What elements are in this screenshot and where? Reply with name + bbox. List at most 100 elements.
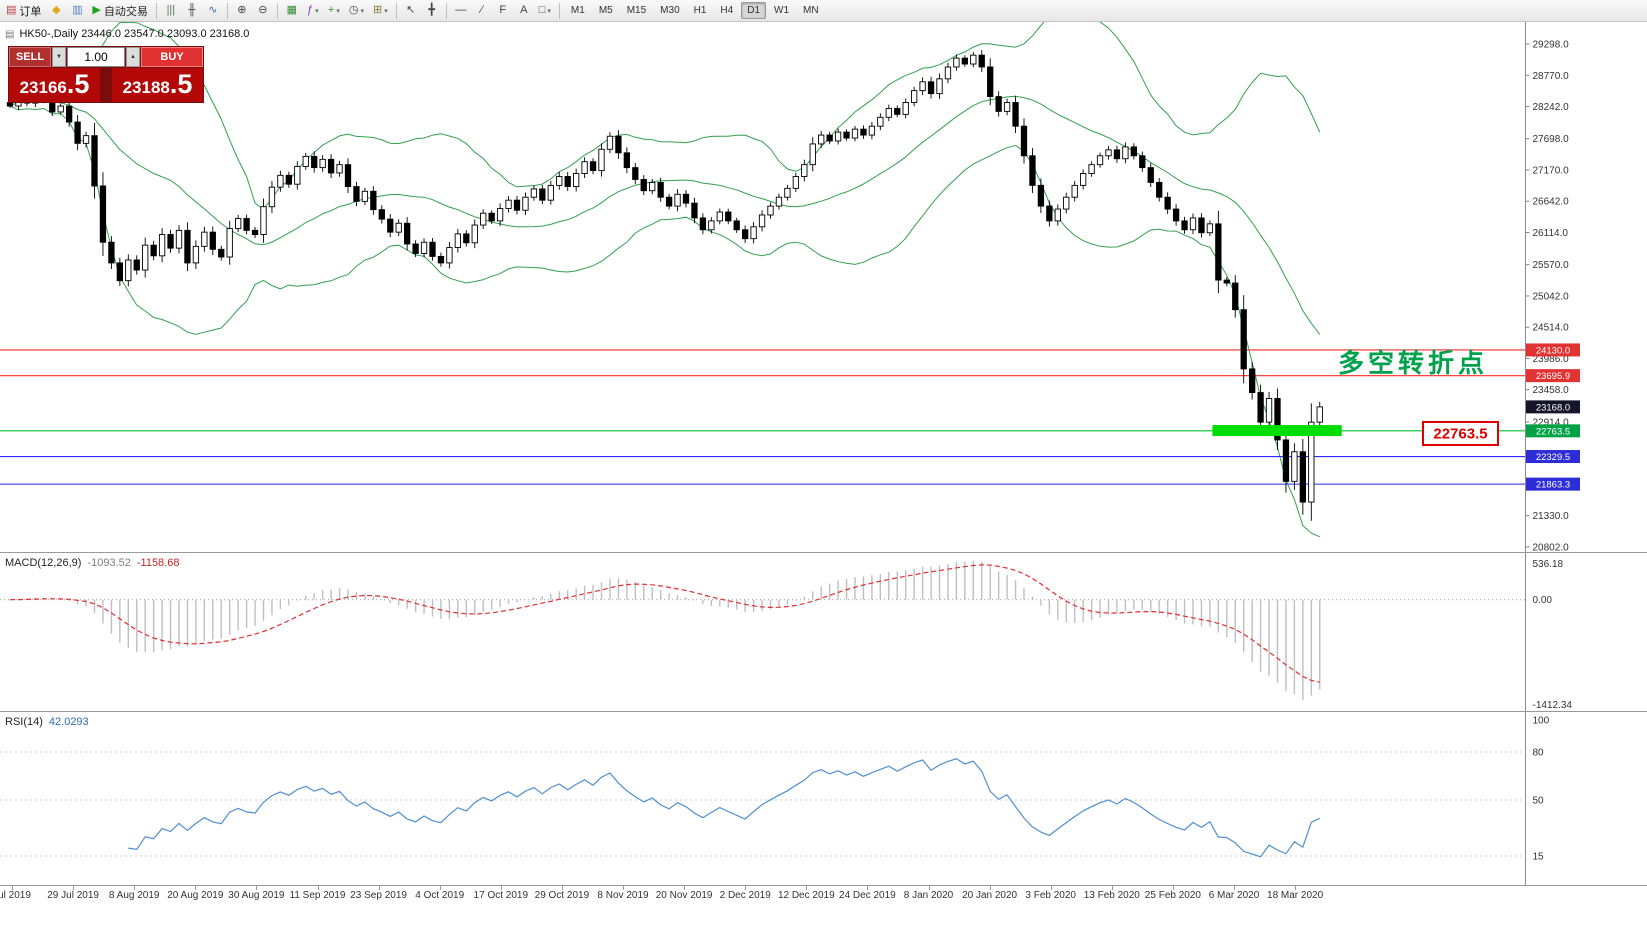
date-label: 23 Sep 2019: [350, 890, 407, 901]
svg-text:25570.0: 25570.0: [1533, 260, 1570, 271]
horizontal-line-button[interactable]: —: [451, 1, 471, 20]
rsi-panel-canvas[interactable]: 100 80 50 15: [0, 711, 1647, 885]
toolbar-separator: [226, 2, 228, 19]
chevron-down-icon: ▾: [336, 7, 340, 15]
autotrading-icon: ▶: [92, 4, 101, 16]
add-indicator-button[interactable]: + ▾: [324, 1, 344, 20]
cursor-button[interactable]: ↖: [401, 1, 421, 20]
price-tag-box: [1422, 421, 1499, 446]
toolbar: ▤ 订单 ◆ ▥ ▶ 自动交易 ||| ╫ ∿ ⊕ ⊖ ▦ ƒ ▾ + ▾ ◷ ▾ ⊞ ▾ ↖ ╋ — ∕ F A □ ▾ M1 M5 M1…: [0, 0, 1647, 22]
svg-text:28770.0: 28770.0: [1533, 71, 1570, 82]
data-window-button[interactable]: ▥: [67, 1, 87, 20]
svg-text:25042.0: 25042.0: [1533, 291, 1570, 302]
sell-price-frac: .5: [66, 69, 90, 99]
price-chart-canvas[interactable]: 29298.0 28770.0 28242.0 27698.0 27170.0 26642…: [0, 22, 1647, 552]
crosshair-icon: ╋: [428, 4, 436, 16]
trade-panel-prices: 23166.5 23188.5: [9, 68, 203, 102]
volume-input[interactable]: [67, 47, 125, 67]
crosshair-button[interactable]: ╋: [422, 1, 442, 20]
indicators-button[interactable]: ƒ ▾: [303, 1, 323, 20]
sell-price-button[interactable]: 23166.5: [9, 68, 100, 102]
autotrading-button-label: 自动交易: [103, 5, 148, 18]
volume-decrease-button[interactable]: ▼: [52, 47, 66, 67]
periods-button[interactable]: ◷ ▾: [345, 1, 368, 20]
zoom-out-icon: ⊖: [258, 4, 268, 16]
new-order-icon: ▤: [6, 4, 17, 16]
timeframe-mn[interactable]: MN: [803, 5, 819, 16]
tile-windows-icon: ▦: [286, 4, 298, 16]
date-label: 11 Sep 2019: [289, 890, 346, 901]
date-tick: [256, 886, 258, 890]
candlestick-chart-button[interactable]: ╫: [182, 1, 202, 20]
arrows-button[interactable]: □ ▾: [535, 1, 555, 20]
tile-windows-button[interactable]: ▦: [282, 1, 302, 20]
timeframe-m1[interactable]: M1: [570, 5, 585, 16]
rsi-line: [128, 758, 1321, 858]
timeframe-m30[interactable]: M30: [660, 5, 680, 16]
new-order-button[interactable]: ▤ 订单: [2, 1, 45, 20]
sell-button[interactable]: SELL: [9, 47, 51, 67]
timeframe-h1[interactable]: H1: [693, 5, 707, 16]
chevron-down-icon: ▾: [360, 7, 364, 15]
bollinger-bands: [9, 22, 1321, 538]
support-highlight-bar[interactable]: [1212, 425, 1342, 437]
svg-text:-1412.34: -1412.34: [1533, 700, 1573, 711]
date-tick: [1295, 886, 1297, 890]
bar-chart-button[interactable]: |||: [161, 1, 181, 20]
date-tick: [561, 886, 563, 890]
timeframe-w1[interactable]: W1: [774, 5, 790, 16]
macd-histogram: [17, 561, 1321, 700]
text-label-button[interactable]: A: [514, 1, 534, 20]
svg-text:22763.5: 22763.5: [1536, 426, 1570, 437]
svg-text:23695.9: 23695.9: [1536, 371, 1570, 382]
timeframe-m15[interactable]: M15: [626, 5, 647, 16]
macd-panel-canvas[interactable]: 536.18 0.00 -1412.34: [0, 552, 1647, 711]
time-axis[interactable]: Jul 2019 29 Jul 2019 8 Aug 2019 20 Aug 2019…: [0, 885, 1647, 906]
date-tick: [378, 886, 380, 890]
date-tick: [1111, 886, 1113, 890]
date-tick: [1050, 886, 1052, 890]
autotrading-button[interactable]: ▶ 自动交易: [88, 1, 151, 20]
buy-price-button[interactable]: 23188.5: [112, 68, 203, 102]
price-tag-text: 22763.5: [1433, 426, 1487, 443]
date-tick: [989, 886, 991, 890]
chevron-down-icon: ▾: [384, 7, 388, 15]
date-label: 6 Mar 2020: [1208, 890, 1260, 901]
fibonacci-button[interactable]: F: [493, 1, 513, 20]
zoom-out-button[interactable]: ⊖: [253, 1, 273, 20]
zoom-in-button[interactable]: ⊕: [232, 1, 252, 20]
arrows-icon: □: [538, 4, 546, 16]
market-watch-button[interactable]: ◆: [46, 1, 66, 20]
date-label: 2 Dec 2019: [719, 890, 771, 901]
timeframe-h4[interactable]: H4: [720, 5, 734, 16]
buy-price-main: 23188: [122, 78, 170, 97]
svg-text:21330.0: 21330.0: [1533, 511, 1570, 522]
svg-text:23458.0: 23458.0: [1533, 385, 1570, 396]
templates-button[interactable]: ⊞ ▾: [369, 1, 392, 20]
timeframe-m5[interactable]: M5: [598, 5, 613, 16]
chevron-down-icon: ▾: [315, 7, 319, 15]
sell-price-main: 23166: [19, 78, 67, 97]
fibonacci-icon: F: [499, 4, 507, 16]
buy-button[interactable]: BUY: [141, 47, 203, 67]
trendline-button[interactable]: ∕: [472, 1, 492, 20]
svg-text:26642.0: 26642.0: [1533, 197, 1570, 208]
date-tick: [500, 886, 502, 890]
date-label: 30 Aug 2019: [228, 890, 285, 901]
line-chart-button[interactable]: ∿: [203, 1, 223, 20]
horizontal-level-lines: [0, 349, 1525, 485]
volume-increase-button[interactable]: ▲: [126, 47, 140, 67]
bar-chart-icon: |||: [166, 4, 176, 16]
date-tick: [806, 886, 808, 890]
timeframe-d1[interactable]: D1: [741, 2, 767, 19]
chevron-down-icon: ▾: [547, 7, 551, 15]
line-chart-icon: ∿: [208, 4, 218, 16]
date-tick: [134, 886, 136, 890]
date-label: 20 Nov 2019: [655, 890, 713, 901]
trade-panel-top-row: SELL ▼ ▲ BUY: [9, 47, 203, 67]
date-tick: [1234, 886, 1235, 890]
date-tick: [73, 886, 75, 890]
periods-icon: ◷: [348, 4, 359, 16]
date-label: 20 Aug 2019: [167, 890, 224, 901]
